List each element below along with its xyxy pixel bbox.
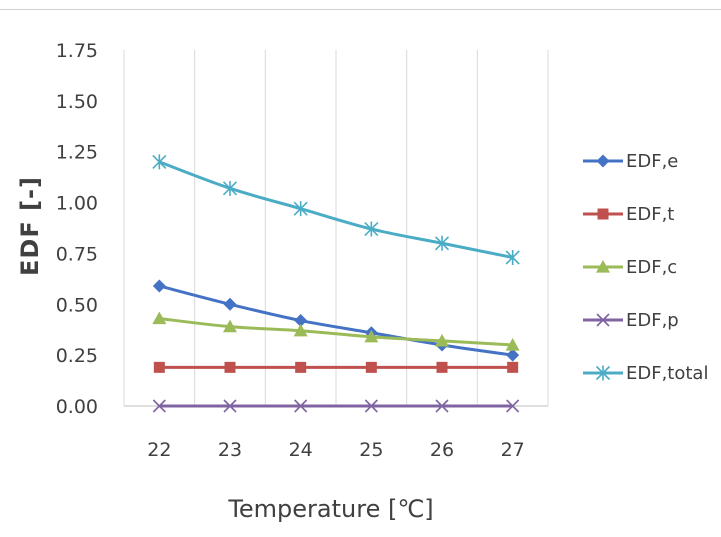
data-point [152,279,166,293]
data-point [293,201,308,217]
data-point [152,154,167,170]
data-point [294,399,308,413]
legend-label: EDF,e [626,151,678,172]
y-tick-label: 0.75 [56,243,98,265]
data-point [364,399,378,413]
legend-label: EDF,c [626,257,677,278]
data-point [365,361,377,373]
legend-label: EDF,p [626,310,679,331]
series-edf-t [153,361,519,373]
grid-lines [123,50,549,407]
data-point [596,313,610,327]
data-point [435,333,449,347]
y-tick-labels: 0.00 0.25 0.50 0.75 1.00 1.25 1.50 1.75 [56,40,98,418]
data-point [435,399,449,413]
series-line [158,284,513,357]
legend: EDF,e EDF,t EDF,c EDF,p EDF,total [583,151,708,384]
y-axis-title: EDF [-] [16,176,44,276]
legend-item: EDF,p [583,310,679,331]
series-edf-p [152,399,520,413]
y-tick-label: 1.75 [56,40,98,62]
x-tick-label: 22 [147,439,171,461]
x-tick-labels: 22 23 24 25 26 27 [147,439,525,461]
data-point [506,399,520,413]
data-point [223,297,237,311]
x-axis-title: Temperature [℃] [227,495,433,523]
data-point [223,319,237,333]
data-point [505,249,520,265]
x-tick-label: 27 [501,439,525,461]
data-point [596,260,610,273]
y-tick-label: 1.50 [56,91,98,113]
data-point [223,399,237,413]
data-point [224,361,236,373]
data-point [294,314,308,328]
legend-item: EDF,e [583,151,678,172]
legend-item: EDF,c [583,257,677,278]
top-rule [0,9,721,10]
data-point [293,323,308,337]
series-edf-c [152,311,520,351]
series-lines [152,154,520,413]
data-point [506,348,520,362]
legend-item: EDF,total [583,363,708,384]
y-tick-label: 1.25 [56,142,98,164]
y-tick-label: 0.25 [56,345,98,367]
data-point [153,361,165,373]
data-point [152,399,166,413]
data-point [295,361,307,373]
data-point [364,329,379,343]
y-tick-label: 1.00 [56,193,98,215]
data-point [596,154,610,168]
data-point [152,311,167,325]
x-tick-label: 23 [218,439,242,461]
data-point [434,235,450,251]
series-edf-total [152,154,520,265]
data-point [436,361,448,373]
series-line [159,317,513,347]
y-tick-label: 0.50 [56,294,98,316]
x-tick-label: 24 [289,439,313,461]
data-point [597,208,609,220]
x-tick-label: 25 [359,439,383,461]
data-point [595,365,611,381]
data-point [364,221,379,237]
y-tick-label: 0.00 [56,396,98,418]
legend-item: EDF,t [583,204,674,225]
legend-label: EDF,total [626,363,708,384]
data-point [222,180,238,196]
series-edf-e [152,279,520,362]
legend-label: EDF,t [626,204,674,225]
x-tick-label: 26 [430,439,454,461]
series-line [158,160,513,259]
data-point [507,361,519,373]
data-point [505,337,520,351]
